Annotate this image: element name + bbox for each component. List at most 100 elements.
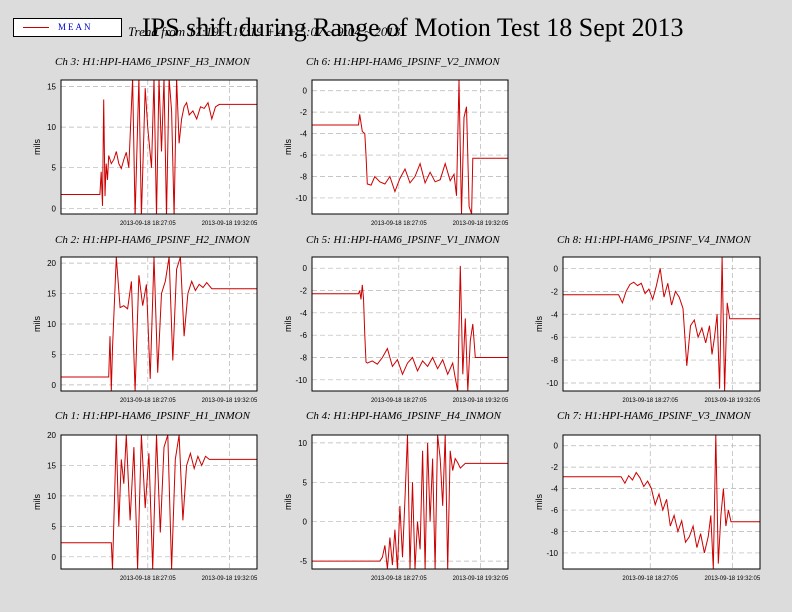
- x-tick-label: 2013-09-18 18:27:05: [622, 398, 678, 404]
- plot-area: 2013-09-18 18:27:05 2013-09-18 19:32:05 0 -…: [283, 256, 509, 404]
- legend: MEAN: [13, 18, 122, 37]
- y-tick-label: -2: [300, 287, 308, 296]
- plot-area: 2013-09-18 18:27:05 2013-09-18 19:32:05 10…: [283, 434, 509, 582]
- y-tick-label: 0: [303, 518, 308, 527]
- y-tick-label: -5: [300, 557, 308, 566]
- series-line: [61, 435, 257, 569]
- y-tick-label: -2: [551, 463, 559, 472]
- y-tick-label: -2: [300, 108, 308, 117]
- y-axis-label: mils: [32, 139, 42, 155]
- y-tick-label: 20: [47, 259, 56, 268]
- x-tick-label: 2013-09-18 19:32:05: [202, 576, 258, 582]
- y-tick-label: 0: [303, 264, 308, 273]
- plot-background: [563, 435, 760, 569]
- plot-title: Ch 8: H1:HPI-HAM6_IPSINF_V4_INMON: [557, 234, 751, 246]
- y-tick-label: 5: [52, 350, 57, 359]
- series-line: [61, 80, 257, 214]
- y-tick-label: -2: [551, 287, 559, 296]
- x-tick-label: 2013-09-18 18:27:05: [371, 221, 427, 227]
- plot-title: Ch 3: H1:HPI-HAM6_IPSINF_H3_INMON: [55, 56, 250, 68]
- plot-area: 2013-09-18 18:27:05 2013-09-18 19:32:05 0 -…: [534, 256, 761, 404]
- plot-frame: [311, 256, 509, 392]
- plot-title: Ch 7: H1:HPI-HAM6_IPSINF_V3_INMON: [557, 410, 751, 422]
- plot-area: 2013-09-18 18:27:05 2013-09-18 19:32:05 0 5…: [32, 79, 258, 227]
- y-axis-label: mils: [283, 316, 293, 332]
- y-tick-label: -8: [551, 356, 559, 365]
- y-tick-label: -4: [551, 310, 559, 319]
- plot-title: Ch 2: H1:HPI-HAM6_IPSINF_H2_INMON: [55, 234, 250, 246]
- x-tick-label: 2013-09-18 19:32:05: [453, 576, 509, 582]
- y-tick-label: 0: [554, 264, 559, 273]
- y-tick-label: -6: [551, 333, 559, 342]
- y-tick-label: -8: [300, 172, 308, 181]
- y-tick-label: 10: [47, 320, 56, 329]
- plot-title: Ch 6: H1:HPI-HAM6_IPSINF_V2_INMON: [306, 56, 500, 68]
- plot-frame: [60, 434, 258, 570]
- y-tick-label: -6: [300, 331, 308, 340]
- x-tick-label: 2013-09-18 18:27:05: [371, 398, 427, 404]
- x-tick-label: 2013-09-18 19:32:05: [202, 221, 258, 227]
- plot-area: 2013-09-18 18:27:05 2013-09-18 19:32:05 0 -…: [534, 434, 761, 582]
- y-tick-label: 15: [47, 290, 56, 299]
- y-tick-label: -6: [300, 151, 308, 160]
- plot-frame: [311, 79, 509, 215]
- plot-area: 2013-09-18 18:27:05 2013-09-18 19:32:05 0 -…: [283, 79, 509, 227]
- y-tick-label: -10: [546, 549, 558, 558]
- plot-frame: [311, 434, 509, 570]
- legend-line-swatch: [23, 27, 49, 28]
- y-tick-label: 10: [47, 123, 56, 132]
- x-tick-label: 2013-09-18 18:27:05: [120, 398, 176, 404]
- y-tick-label: 20: [47, 431, 56, 440]
- y-axis-label: mils: [32, 494, 42, 510]
- plot-background: [312, 257, 508, 391]
- x-tick-label: 2013-09-18 19:32:05: [202, 398, 258, 404]
- y-axis-label: mils: [534, 494, 544, 510]
- y-tick-label: 0: [52, 381, 57, 390]
- y-tick-label: 0: [52, 553, 57, 562]
- x-tick-label: 2013-09-18 18:27:05: [120, 221, 176, 227]
- y-tick-label: 0: [303, 87, 308, 96]
- y-tick-label: 0: [554, 442, 559, 451]
- plot-title: Ch 4: H1:HPI-HAM6_IPSINF_H4_INMON: [306, 410, 501, 422]
- y-tick-label: 15: [47, 461, 56, 470]
- y-tick-label: -8: [551, 527, 559, 536]
- y-tick-label: 0: [52, 204, 57, 213]
- plot-frame: [60, 79, 258, 215]
- series-line: [563, 257, 760, 391]
- y-tick-label: -4: [300, 309, 308, 318]
- y-axis-label: mils: [32, 316, 42, 332]
- x-tick-label: 2013-09-18 18:27:05: [120, 576, 176, 582]
- x-tick-label: 2013-09-18 18:27:05: [371, 576, 427, 582]
- y-tick-label: -10: [295, 194, 307, 203]
- x-tick-label: 2013-09-18 19:32:05: [704, 576, 760, 582]
- chart-main-title: IPS shift during Range of Motion Test 18…: [142, 13, 684, 42]
- series-line: [61, 257, 257, 391]
- plot-area: 2013-09-18 18:27:05 2013-09-18 19:32:05 0 5…: [32, 431, 258, 582]
- y-axis-label: mils: [283, 494, 293, 510]
- legend-label: MEAN: [58, 22, 93, 32]
- y-tick-label: -8: [300, 354, 308, 363]
- y-axis-label: mils: [534, 316, 544, 332]
- y-tick-label: 5: [52, 164, 57, 173]
- y-tick-label: 10: [298, 439, 307, 448]
- plot-background: [312, 80, 508, 214]
- series-line: [312, 435, 508, 569]
- y-tick-label: 5: [52, 522, 57, 531]
- y-axis-label: mils: [283, 139, 293, 155]
- y-tick-label: -4: [300, 130, 308, 139]
- y-tick-label: -4: [551, 485, 559, 494]
- plot-title: Ch 1: H1:HPI-HAM6_IPSINF_H1_INMON: [55, 410, 250, 422]
- y-tick-label: 15: [47, 82, 56, 91]
- plot-area: 2013-09-18 18:27:05 2013-09-18 19:32:05 0 5…: [32, 256, 258, 404]
- y-tick-label: -10: [546, 379, 558, 388]
- series-line: [312, 265, 508, 391]
- y-tick-label: -6: [551, 506, 559, 515]
- plot-title: Ch 5: H1:HPI-HAM6_IPSINF_V1_INMON: [306, 234, 500, 246]
- x-tick-label: 2013-09-18 19:32:05: [453, 398, 509, 404]
- y-tick-label: 5: [303, 478, 308, 487]
- x-tick-label: 2013-09-18 18:27:05: [622, 576, 678, 582]
- series-line: [312, 80, 508, 214]
- y-tick-label: -10: [295, 376, 307, 385]
- y-tick-label: 10: [47, 492, 56, 501]
- x-tick-label: 2013-09-18 19:32:05: [453, 221, 509, 227]
